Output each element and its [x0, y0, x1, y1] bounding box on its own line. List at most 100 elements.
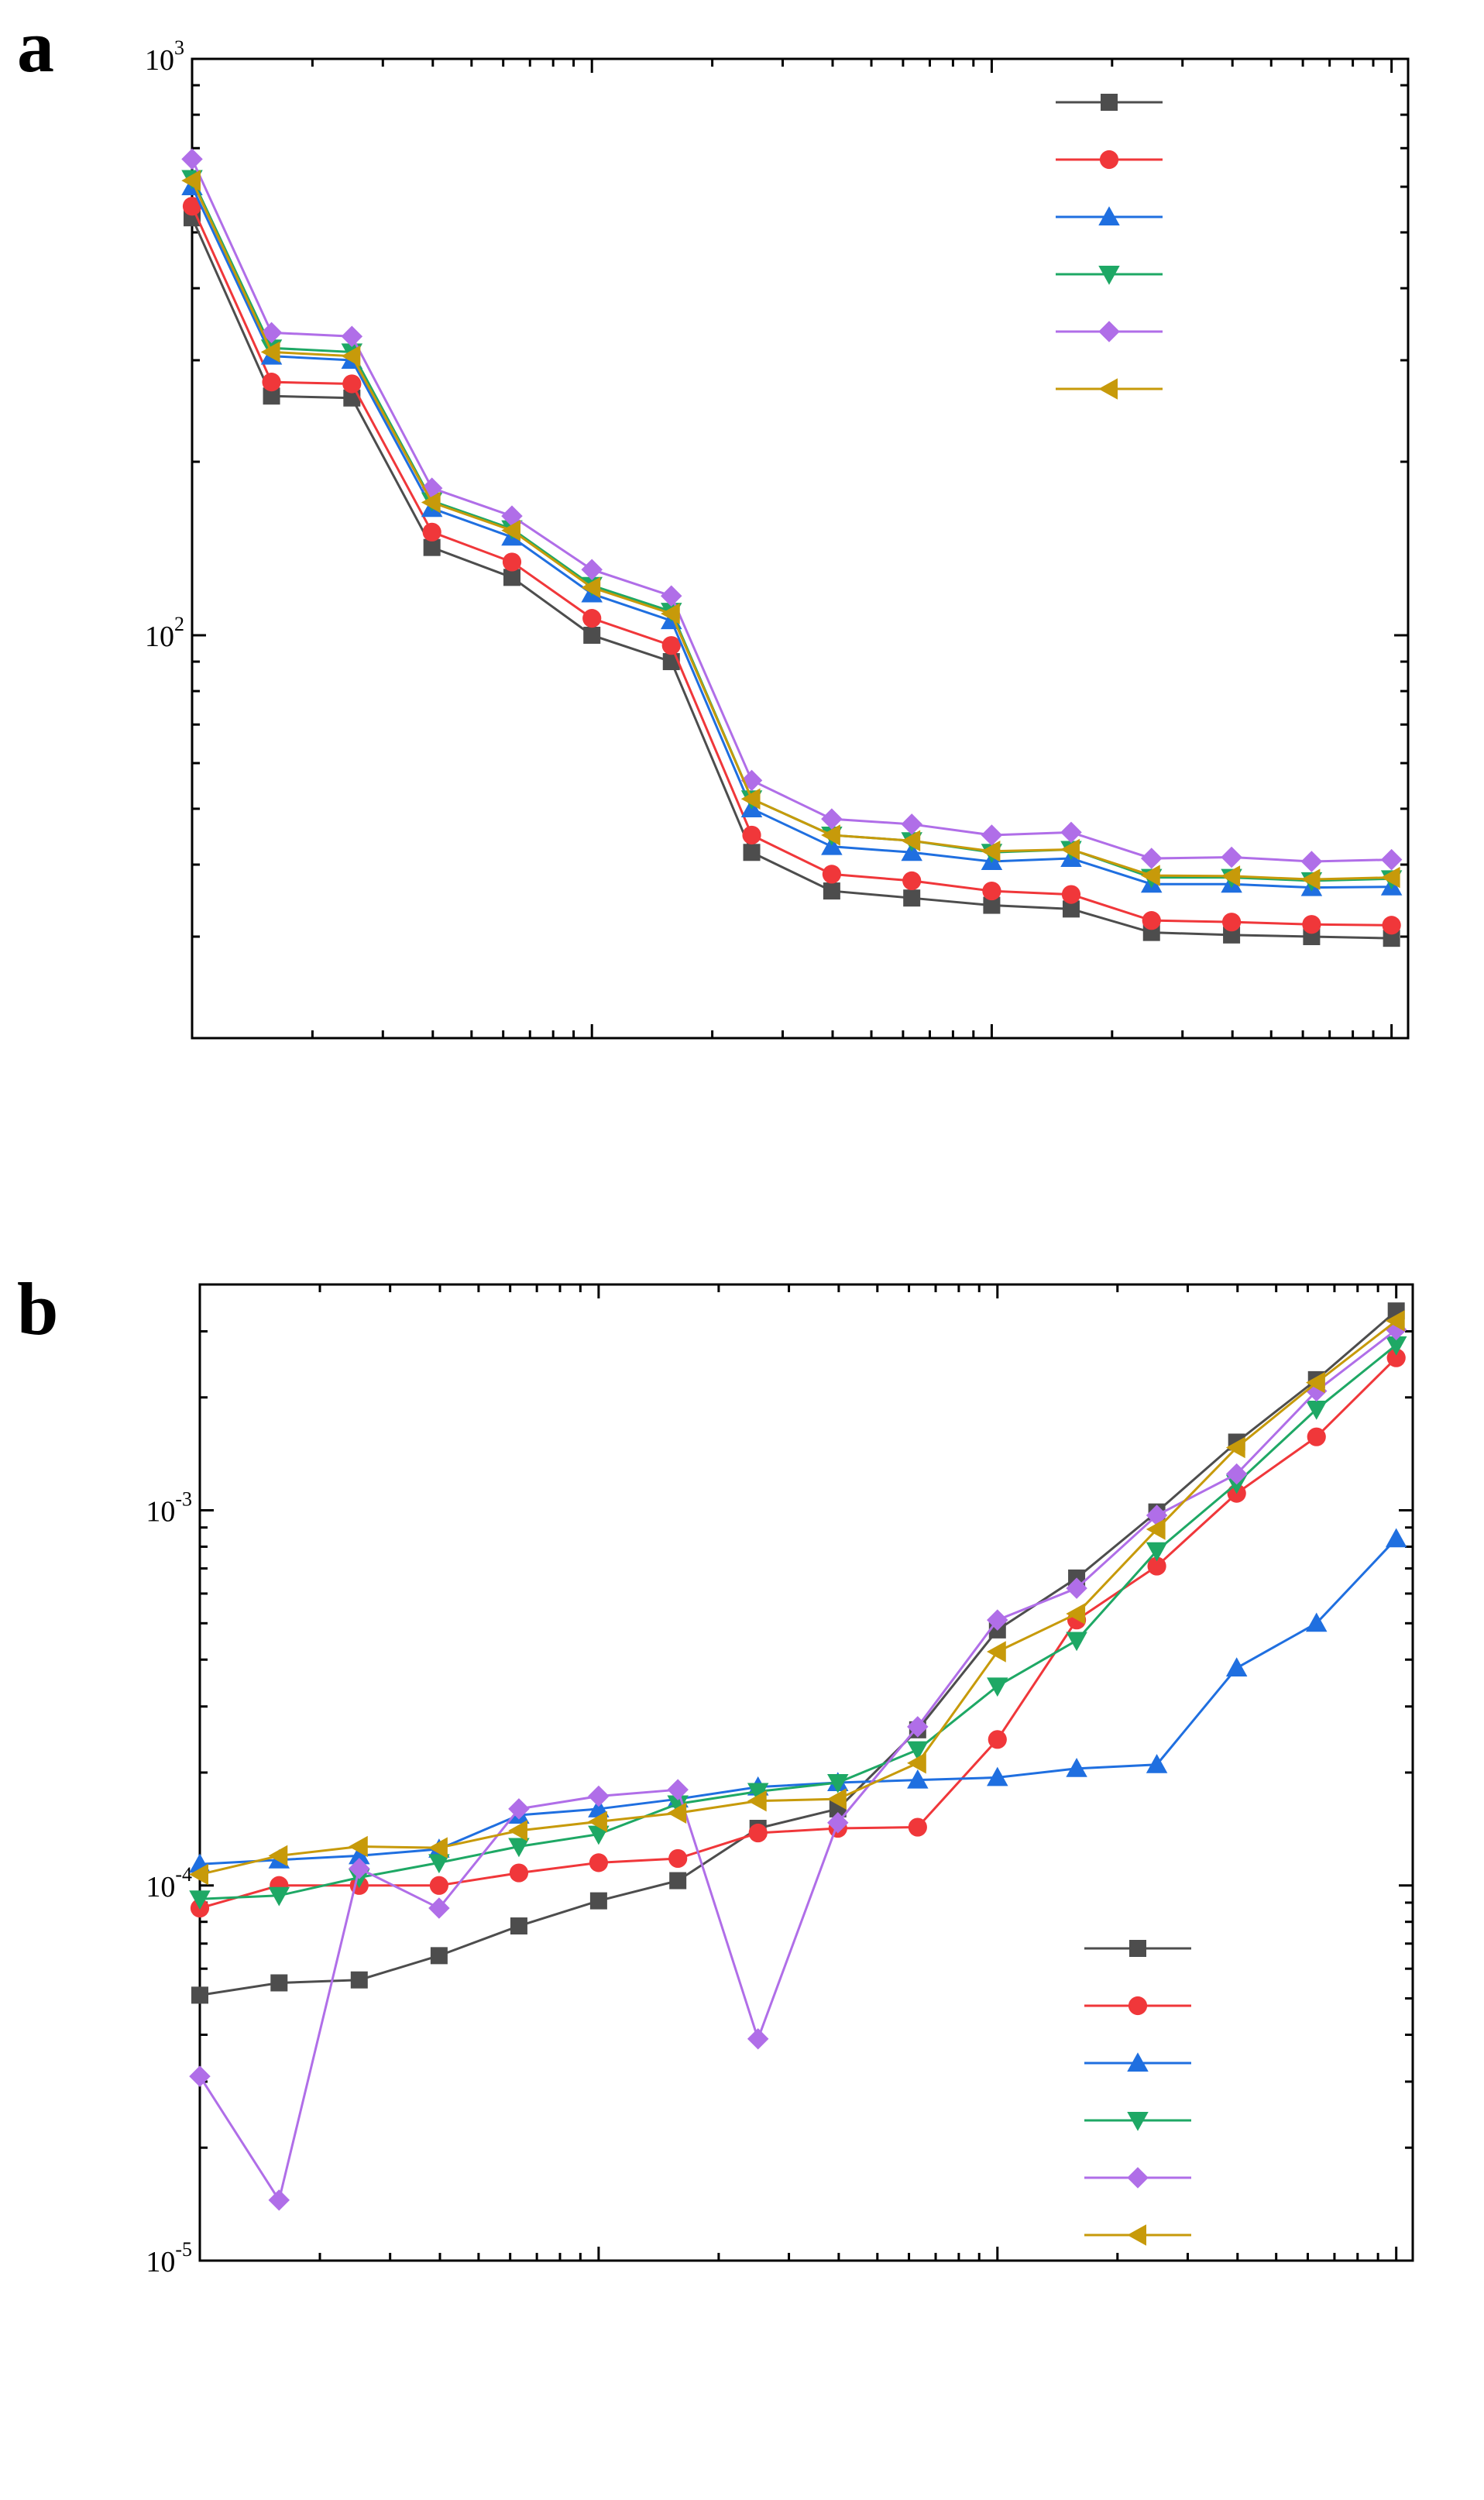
- series-bc-cmc-2: [181, 176, 1403, 896]
- legend-entry: [1056, 206, 1163, 225]
- data-point: [1140, 865, 1160, 886]
- data-point: [669, 1872, 687, 1890]
- data-point: [821, 824, 840, 846]
- data-point: [262, 373, 281, 392]
- legend-marker: [1098, 206, 1120, 225]
- y-tick-label: 102: [145, 613, 184, 653]
- data-point: [1300, 851, 1323, 872]
- viscosity-chart: 102 103: [145, 36, 1410, 1040]
- data-point: [748, 1823, 768, 1843]
- series-line: [191, 186, 1392, 889]
- series-line: [191, 177, 1392, 882]
- data-point: [509, 1863, 529, 1883]
- plot-frame: [191, 57, 1410, 1040]
- data-point: [1142, 911, 1161, 930]
- legend-entry: [1084, 1996, 1191, 2016]
- data-point: [742, 825, 761, 845]
- y-tick-label: 103: [145, 36, 184, 77]
- data-point: [827, 1788, 847, 1810]
- legend-marker: [1129, 1940, 1146, 1957]
- series-bc-cmc-5: [181, 170, 1400, 890]
- data-point: [908, 1817, 927, 1837]
- legend: [1056, 94, 1163, 400]
- legend-marker: [1098, 266, 1120, 285]
- legend-entry: [1056, 378, 1163, 400]
- legend-marker: [1098, 321, 1120, 342]
- data-point: [508, 1798, 530, 1820]
- data-point: [181, 148, 203, 170]
- data-point: [349, 1845, 370, 1865]
- y-tick-exponent: -3: [175, 1488, 192, 1511]
- data-point: [189, 1863, 208, 1886]
- data-point: [907, 1716, 929, 1738]
- series-bc: [191, 1302, 1405, 2004]
- data-point: [903, 889, 921, 907]
- data-point: [1305, 1401, 1328, 1420]
- data-point: [1225, 1436, 1245, 1459]
- legend-marker: [1099, 150, 1119, 170]
- data-point: [1225, 1463, 1248, 1485]
- data-point: [1066, 1632, 1087, 1652]
- data-point: [987, 1609, 1008, 1631]
- data-point: [191, 1986, 208, 2004]
- data-point: [508, 1838, 530, 1858]
- legend-marker: [1127, 2224, 1146, 2246]
- series-bc: [184, 209, 1400, 947]
- data-point: [827, 1774, 849, 1793]
- series-bc-cmc-5: [189, 1310, 1405, 1886]
- data-point: [1385, 1310, 1405, 1332]
- data-point: [1300, 868, 1321, 890]
- series-bc-cmc-4: [181, 148, 1403, 872]
- legend-entry: [1084, 2167, 1191, 2189]
- series-bc-cmc-2: [189, 1528, 1407, 1873]
- data-point: [588, 1811, 607, 1833]
- data-point: [983, 896, 1001, 914]
- data-point: [987, 1766, 1008, 1786]
- data-point: [821, 808, 843, 830]
- legend-marker: [1127, 2052, 1149, 2072]
- data-point: [268, 2189, 290, 2211]
- series-line: [199, 1343, 1397, 1900]
- data-point: [189, 2065, 211, 2087]
- data-point: [181, 170, 201, 191]
- data-point: [901, 830, 921, 851]
- data-point: [582, 609, 602, 628]
- data-point: [268, 1845, 288, 1867]
- legend: [1084, 1940, 1191, 2246]
- data-point: [428, 1837, 448, 1859]
- data-point: [342, 374, 362, 394]
- legend-entry: [1056, 321, 1163, 342]
- data-point: [1305, 1612, 1328, 1632]
- data-point: [263, 387, 280, 405]
- data-point: [1305, 1371, 1325, 1394]
- legend-entry: [1084, 2224, 1191, 2246]
- data-point: [1223, 926, 1241, 944]
- y-tick-exponent: -5: [175, 2238, 192, 2261]
- data-point: [1060, 821, 1082, 844]
- data-point: [907, 1769, 929, 1789]
- data-point: [740, 788, 761, 810]
- data-point: [501, 505, 523, 527]
- data-point: [822, 865, 841, 884]
- data-point: [583, 626, 601, 644]
- data-point: [988, 1730, 1007, 1749]
- data-point: [503, 569, 520, 586]
- data-point: [667, 1795, 689, 1815]
- data-point: [341, 345, 361, 367]
- data-point: [589, 1892, 607, 1910]
- series-line: [199, 1357, 1397, 1910]
- data-point: [1221, 846, 1242, 868]
- data-point: [747, 1790, 767, 1812]
- series-line: [199, 1310, 1397, 1996]
- data-point: [182, 197, 202, 216]
- data-point: [189, 1890, 211, 1910]
- y-tick-label: 10-3: [146, 1488, 192, 1529]
- data-point: [510, 1917, 527, 1935]
- plot-frame: [198, 1283, 1414, 2262]
- data-point: [823, 882, 840, 900]
- data-point: [588, 1798, 610, 1817]
- data-point: [502, 552, 522, 572]
- data-point: [349, 1858, 370, 1879]
- series-bc-cmc-3: [189, 1336, 1407, 1910]
- legend-entry: [1084, 2112, 1191, 2131]
